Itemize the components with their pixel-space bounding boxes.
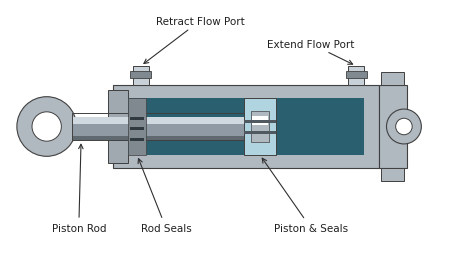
Bar [72, 117, 264, 137]
Bar [244, 120, 276, 123]
Text: Rod Seals: Rod Seals [138, 159, 191, 233]
Circle shape [386, 110, 421, 144]
Bar [130, 128, 145, 131]
Bar [72, 137, 264, 141]
Bar [108, 90, 128, 164]
Bar [244, 131, 276, 134]
Bar [382, 73, 404, 86]
Bar [130, 138, 145, 141]
Circle shape [17, 97, 76, 157]
Bar [348, 67, 364, 86]
Bar [128, 99, 364, 155]
Bar [72, 113, 264, 141]
Circle shape [32, 112, 61, 142]
Bar [72, 117, 264, 124]
Bar [251, 112, 269, 142]
Bar [133, 67, 149, 86]
Text: Piston Rod: Piston Rod [52, 145, 106, 233]
Text: Retract Flow Port: Retract Flow Port [144, 17, 245, 64]
Bar [128, 99, 146, 155]
Bar [346, 72, 366, 79]
Bar [252, 116, 268, 125]
Bar [113, 86, 379, 168]
Bar [382, 168, 404, 181]
Bar [244, 99, 276, 155]
Bar [379, 86, 407, 168]
Text: Piston & Seals: Piston & Seals [262, 158, 348, 233]
Text: Extend Flow Port: Extend Flow Port [267, 39, 354, 65]
Bar [130, 72, 151, 79]
Circle shape [396, 119, 412, 135]
Bar [130, 118, 145, 121]
